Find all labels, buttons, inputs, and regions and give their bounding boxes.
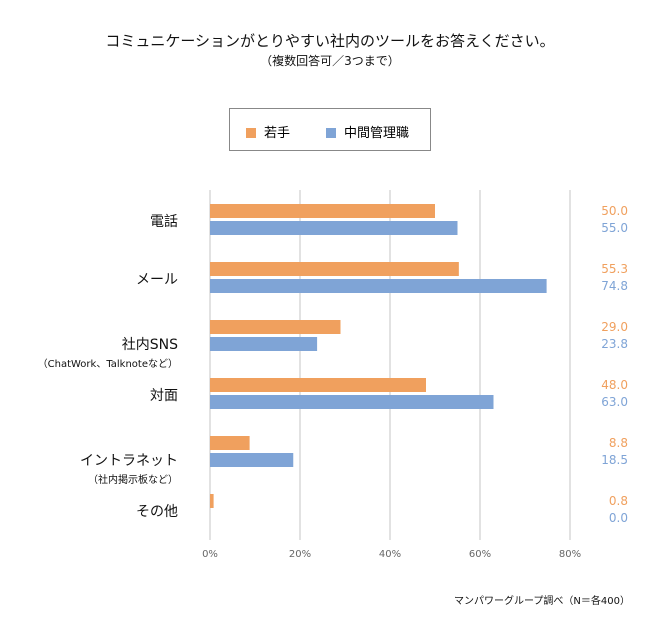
data-label: 50.0 <box>601 204 628 218</box>
category-sublabel: （ChatWork、Talknoteなど） <box>38 358 178 370</box>
data-label: 74.8 <box>601 279 628 293</box>
bar <box>210 494 214 508</box>
x-tick-label: 20% <box>289 549 311 560</box>
data-label: 63.0 <box>601 395 628 409</box>
category-label: その他 <box>136 504 178 520</box>
bar <box>210 395 494 409</box>
category-label: 対面 <box>150 388 178 404</box>
legend-swatch <box>326 128 336 138</box>
data-label: 0.8 <box>609 494 628 508</box>
legend-item-1: 中間管理職 <box>326 122 409 141</box>
bar <box>210 337 318 351</box>
data-label: 48.0 <box>601 378 628 392</box>
category-label: メール <box>136 272 178 288</box>
bar <box>210 453 294 467</box>
bar <box>210 221 458 235</box>
legend-swatch <box>246 128 256 138</box>
x-tick-label: 0% <box>202 549 218 560</box>
x-tick-label: 40% <box>379 549 401 560</box>
chart-title: コミュニケーションがとりやすい社内のツールをお答えください。 <box>105 32 555 50</box>
bar <box>210 262 459 276</box>
category-label: 電話 <box>150 213 178 230</box>
bar <box>210 436 250 450</box>
category-label: 社内SNS <box>122 337 178 353</box>
legend-label: 中間管理職 <box>344 126 410 141</box>
legend-label: 若手 <box>264 126 291 141</box>
legend-item-0: 若手 <box>246 122 290 141</box>
data-label: 8.8 <box>609 436 628 450</box>
data-label: 55.3 <box>601 262 628 276</box>
category-sublabel: （社内掲示板など） <box>88 473 178 486</box>
data-label: 23.8 <box>601 337 628 351</box>
x-tick-label: 60% <box>469 549 491 560</box>
data-label: 0.0 <box>609 511 628 525</box>
data-label: 55.0 <box>601 221 628 235</box>
data-label: 18.5 <box>601 453 628 467</box>
bar <box>210 204 435 218</box>
bar <box>210 279 547 293</box>
bar <box>210 378 426 392</box>
legend: 若手 中間管理職 <box>229 108 431 151</box>
data-label: 29.0 <box>601 320 628 334</box>
source-note: マンパワーグループ調べ（N＝各400） <box>454 596 630 607</box>
bar <box>210 320 341 334</box>
x-tick-label: 80% <box>559 549 581 560</box>
chart-subtitle: （複数回答可／3つまで） <box>260 54 400 68</box>
category-label: イントラネット <box>80 453 178 469</box>
